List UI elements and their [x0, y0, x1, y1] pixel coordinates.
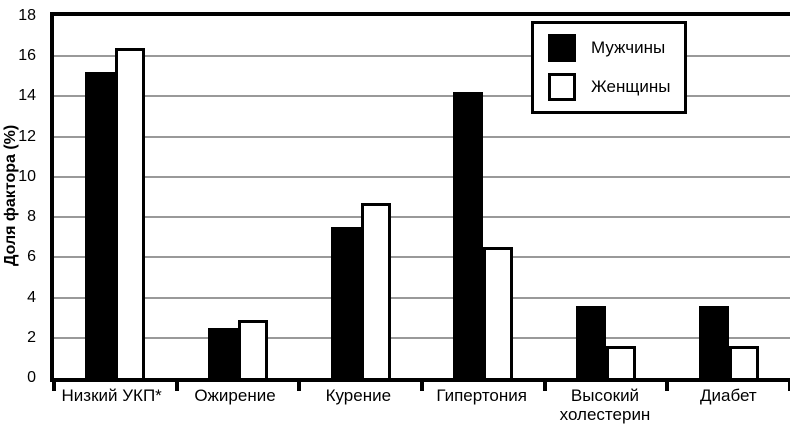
- y-tick-label-18: 18: [18, 7, 36, 24]
- bar-group-6: [667, 16, 790, 378]
- x-axis-labels: Низкий УКП* Ожирение Курение Гипертония Высо…: [50, 386, 790, 424]
- bar-мужчины-3: [330, 227, 361, 378]
- gridline-10: [54, 175, 790, 178]
- x-axis-tick: [297, 378, 302, 391]
- bar-мужчины-1: [85, 72, 116, 378]
- bar-мужчины-2: [207, 327, 238, 378]
- y-tick-label-16: 16: [18, 47, 36, 65]
- gridline-2: [54, 336, 790, 339]
- y-tick-label-12: 12: [18, 127, 36, 145]
- bar-женщины-6: [728, 345, 759, 378]
- legend-swatch-женщины: [548, 73, 576, 101]
- bar-group-4: [422, 16, 545, 378]
- gridline-16: [54, 55, 790, 58]
- y-axis-tick-labels: 0 2 4 6 8 10 12 14 16 18: [0, 8, 44, 386]
- x-category-label-5: Высокий холестерин: [559, 386, 651, 424]
- legend-label-2: Женщины: [591, 77, 671, 96]
- bar-женщины-2: [237, 319, 268, 378]
- x-axis-tick: [788, 378, 790, 391]
- y-tick-label-8: 8: [27, 208, 36, 226]
- y-tick-label-4: 4: [27, 288, 36, 306]
- x-category-label-1: Низкий УКП*: [61, 386, 162, 405]
- y-tick-label-14: 14: [18, 87, 36, 105]
- gridline-12: [54, 135, 790, 138]
- x-category-label-4: Гипертония: [436, 386, 527, 405]
- x-category-label-2: Ожирение: [194, 386, 276, 405]
- y-tick-label-6: 6: [27, 248, 36, 266]
- y-tick-label-2: 2: [27, 328, 36, 346]
- bar-мужчины-5: [575, 305, 606, 378]
- x-category-label-3: Курение: [325, 386, 392, 405]
- gridline-8: [54, 216, 790, 219]
- bar-женщины-5: [605, 345, 636, 378]
- bar-мужчины-4: [453, 92, 484, 378]
- bar-женщины-3: [360, 203, 391, 378]
- legend-label-1: Мужчины: [591, 38, 666, 57]
- bar-group-3: [299, 16, 422, 378]
- x-axis-tick: [174, 378, 179, 391]
- y-tick-label-0: 0: [27, 369, 36, 386]
- x-axis-tick: [420, 378, 424, 391]
- bar-group-5: [545, 16, 668, 378]
- gridline-14: [54, 95, 790, 98]
- x-axis-tick: [542, 378, 547, 391]
- gridline-4: [54, 296, 790, 299]
- x-axis-tick: [52, 378, 56, 391]
- bar-мужчины-6: [698, 305, 729, 378]
- gridline-6: [54, 256, 790, 259]
- x-category-label-6: Диабет: [699, 386, 757, 405]
- bar-женщины-4: [483, 247, 514, 378]
- legend-swatch-мужчины: [548, 34, 576, 62]
- y-tick-label-10: 10: [18, 167, 36, 185]
- bar-group-2: [177, 16, 300, 378]
- legend-item-2: Женщины: [548, 73, 670, 101]
- legend: Мужчины Женщины: [531, 21, 688, 114]
- x-axis-tick: [665, 378, 670, 391]
- legend-item-1: Мужчины: [548, 34, 670, 62]
- bar-женщины-1: [115, 48, 146, 378]
- bar-group-1: [54, 16, 177, 378]
